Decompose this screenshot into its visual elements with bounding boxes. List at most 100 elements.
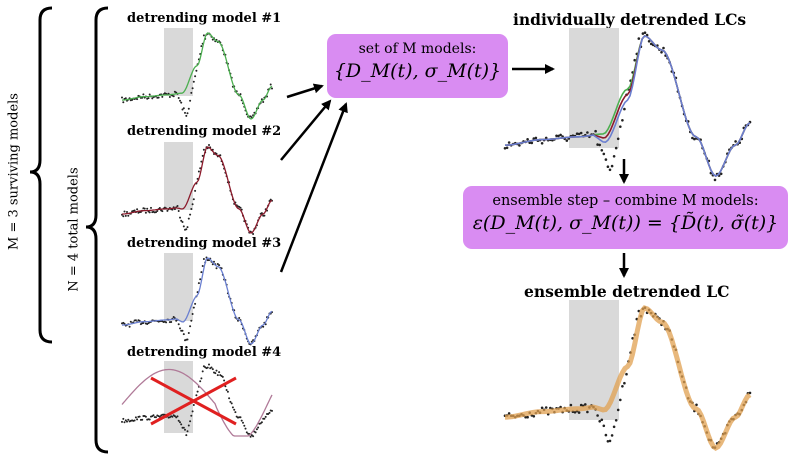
data-point [201,370,204,373]
data-point [216,263,219,265]
model-curve [121,32,273,120]
model-curve [504,35,751,177]
data-point [263,214,266,217]
n-brace [85,6,109,454]
data-point [192,306,195,309]
data-point [612,425,616,429]
data-point [201,154,204,157]
data-point [621,119,624,122]
data-point [263,417,266,420]
data-point [598,143,601,147]
shade-model-1 [164,28,193,96]
data-point [182,107,185,110]
data-point [143,207,146,210]
data-point [187,332,190,334]
data-point [575,132,579,135]
data-point [197,170,200,173]
data-point [218,264,221,267]
data-point [243,424,246,427]
data-point [202,34,205,37]
data-point [577,411,581,414]
arrow-model2-to-box [280,99,332,161]
data-point [619,125,622,128]
data-point [179,421,181,424]
data-point [250,434,253,437]
data-point [180,219,183,222]
data-point [181,108,184,111]
ensemble-box-line2: ε(D_M(t), σ_M(t)) = {D̃(t), σ̃(t)} [472,212,779,234]
data-point [181,221,184,223]
data-point [127,418,130,421]
model-1-title: detrending model #1 [127,11,282,26]
data-point [584,403,587,406]
data-point [608,168,612,172]
data-point [719,172,723,176]
data-point [565,139,569,142]
model-curve [121,368,273,437]
data-point [210,366,213,369]
data-point [155,416,157,419]
data-point [182,225,185,228]
data-point [158,415,161,418]
data-point [133,419,136,422]
data-point [199,380,202,383]
data-point [224,385,227,388]
data-point [534,136,538,140]
data-point [191,203,194,206]
data-point [156,210,159,212]
data-point [239,93,242,96]
data-point [148,211,151,214]
data-point [734,140,737,143]
data-point [202,148,205,151]
ensemble-box-line1: ensemble step – combine M models: [492,193,759,209]
data-point [129,320,132,323]
data-point [586,131,589,134]
data-point [186,226,189,229]
data-point [165,321,168,324]
data-point [173,415,176,418]
data-point [245,431,248,434]
model-4-title: detrending model #4 [127,345,282,360]
data-point [606,165,610,168]
data-point [171,415,174,418]
data-point [147,97,150,100]
data-point [623,381,626,385]
data-point [138,319,141,322]
data-point [616,408,620,412]
data-point [579,131,583,135]
data-point [123,210,126,213]
data-point [596,143,599,146]
m-brace [29,6,53,344]
data-point [621,385,624,388]
data-point [186,112,189,115]
data-point [161,210,164,213]
data-point [573,411,577,414]
model-curve [504,35,751,177]
model-3-title: detrending model #3 [127,236,282,251]
data-point [158,207,161,209]
data-point [271,409,273,412]
data-point [208,144,210,146]
data-point [192,404,195,406]
data-point [124,97,127,100]
model-curve [504,35,751,177]
data-point [168,96,171,98]
data-point [606,440,610,443]
data-point [122,101,125,104]
set-box-line2: {D_M(t), σ_M(t)} [333,60,502,82]
data-point [645,33,649,37]
data-point [121,96,123,99]
data-point [206,366,209,369]
data-point [234,411,237,414]
data-point [177,323,180,326]
data-point [187,424,190,427]
data-point [172,95,175,98]
data-point [600,418,604,422]
data-point [185,114,188,117]
data-point [187,107,190,110]
data-point [257,426,260,429]
data-point [518,144,521,147]
data-point [260,421,263,424]
data-point [189,325,192,328]
data-point [544,406,548,409]
